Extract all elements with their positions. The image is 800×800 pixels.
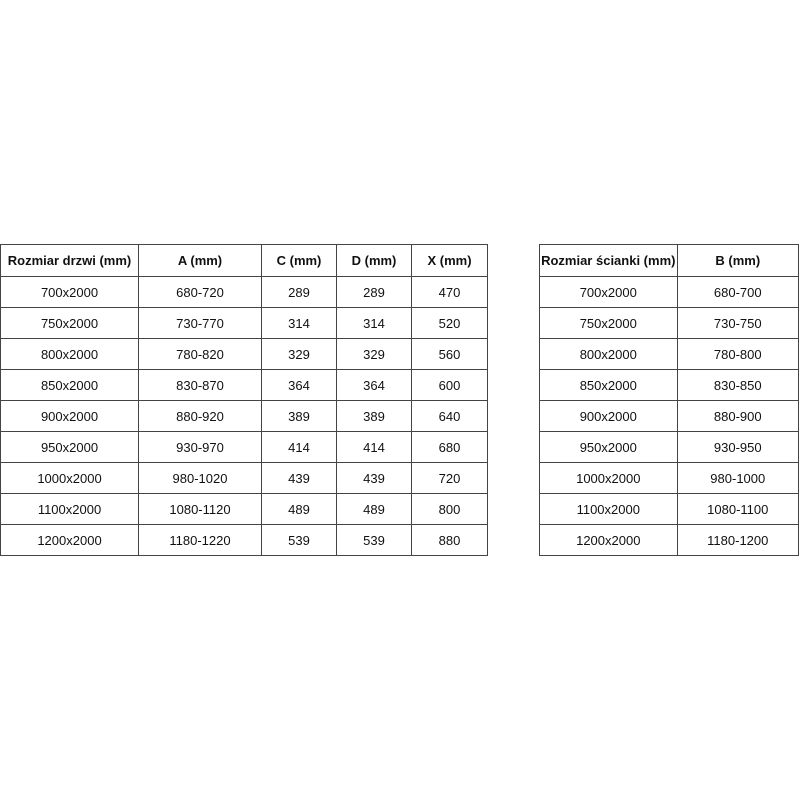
table-row: 1000x2000 980-1000 <box>539 462 800 494</box>
door-size-table: Rozmiar drzwi (mm) A (mm) C (mm) D (mm) X (m… <box>0 244 488 556</box>
table-cell: 950x2000 <box>539 431 678 463</box>
table-cell: 1000x2000 <box>539 462 678 494</box>
table-cell: 700x2000 <box>0 276 139 308</box>
table-cell: 1180-1200 <box>676 524 800 556</box>
table-cell: 800x2000 <box>539 338 678 370</box>
table-cell: 1200x2000 <box>539 524 678 556</box>
table-cell: 364 <box>261 369 337 401</box>
column-header: D (mm) <box>336 244 412 277</box>
table-row: 850x2000 830-870 364 364 600 <box>0 369 488 401</box>
column-header: C (mm) <box>261 244 337 277</box>
column-header: B (mm) <box>676 244 800 277</box>
column-header: Rozmiar drzwi (mm) <box>0 244 139 277</box>
table-row: 700x2000 680-720 289 289 470 <box>0 276 488 308</box>
table-cell: 730-750 <box>676 307 800 339</box>
table-cell: 880 <box>411 524 488 556</box>
table-cell: 1180-1220 <box>138 524 262 556</box>
table-cell: 830-850 <box>676 369 800 401</box>
table-row: 900x2000 880-920 389 389 640 <box>0 400 488 432</box>
table-cell: 800x2000 <box>0 338 139 370</box>
table-cell: 489 <box>336 493 412 525</box>
table-row: 1200x2000 1180-1200 <box>539 524 800 556</box>
table-row: 1000x2000 980-1020 439 439 720 <box>0 462 488 494</box>
table-row: 950x2000 930-970 414 414 680 <box>0 431 488 463</box>
table-cell: 830-870 <box>138 369 262 401</box>
table-cell: 680-720 <box>138 276 262 308</box>
table-cell: 439 <box>261 462 337 494</box>
table-cell: 489 <box>261 493 337 525</box>
header-row: Rozmiar drzwi (mm) A (mm) C (mm) D (mm) X (m… <box>0 244 488 277</box>
table-cell: 1080-1120 <box>138 493 262 525</box>
table-cell: 980-1000 <box>676 462 800 494</box>
wall-size-table: Rozmiar ścianki (mm) B (mm) 700x2000 680-7… <box>539 244 800 556</box>
table-row: 950x2000 930-950 <box>539 431 800 463</box>
table-cell: 539 <box>261 524 337 556</box>
table-cell: 414 <box>261 431 337 463</box>
table-cell: 680-700 <box>676 276 800 308</box>
table-cell: 930-950 <box>676 431 800 463</box>
table-cell: 1080-1100 <box>676 493 800 525</box>
table-row: 800x2000 780-820 329 329 560 <box>0 338 488 370</box>
table-cell: 850x2000 <box>0 369 139 401</box>
table-cell: 414 <box>336 431 412 463</box>
table-row: 750x2000 730-750 <box>539 307 800 339</box>
column-header: Rozmiar ścianki (mm) <box>539 244 678 277</box>
table-row: 800x2000 780-800 <box>539 338 800 370</box>
table-row: 1100x2000 1080-1120 489 489 800 <box>0 493 488 525</box>
column-header: X (mm) <box>411 244 488 277</box>
table-cell: 720 <box>411 462 488 494</box>
table-row: 1100x2000 1080-1100 <box>539 493 800 525</box>
table-row: 700x2000 680-700 <box>539 276 800 308</box>
table-cell: 1000x2000 <box>0 462 139 494</box>
table-cell: 850x2000 <box>539 369 678 401</box>
table-cell: 329 <box>261 338 337 370</box>
table-row: 850x2000 830-850 <box>539 369 800 401</box>
table-cell: 289 <box>261 276 337 308</box>
table-cell: 329 <box>336 338 412 370</box>
table-cell: 730-770 <box>138 307 262 339</box>
table-cell: 680 <box>411 431 488 463</box>
table-cell: 750x2000 <box>0 307 139 339</box>
table-cell: 950x2000 <box>0 431 139 463</box>
table-cell: 439 <box>336 462 412 494</box>
table-cell: 1100x2000 <box>0 493 139 525</box>
table-cell: 539 <box>336 524 412 556</box>
table-cell: 640 <box>411 400 488 432</box>
table-row: 750x2000 730-770 314 314 520 <box>0 307 488 339</box>
table-cell: 389 <box>336 400 412 432</box>
table-cell: 780-820 <box>138 338 262 370</box>
table-cell: 900x2000 <box>539 400 678 432</box>
table-cell: 520 <box>411 307 488 339</box>
table-cell: 314 <box>336 307 412 339</box>
table-cell: 314 <box>261 307 337 339</box>
table-cell: 880-900 <box>676 400 800 432</box>
table-cell: 750x2000 <box>539 307 678 339</box>
table-cell: 700x2000 <box>539 276 678 308</box>
table-cell: 930-970 <box>138 431 262 463</box>
table-cell: 1100x2000 <box>539 493 678 525</box>
table-cell: 389 <box>261 400 337 432</box>
table-cell: 600 <box>411 369 488 401</box>
table-cell: 980-1020 <box>138 462 262 494</box>
table-cell: 560 <box>411 338 488 370</box>
table-cell: 289 <box>336 276 412 308</box>
header-row: Rozmiar ścianki (mm) B (mm) <box>539 244 800 277</box>
table-cell: 900x2000 <box>0 400 139 432</box>
table-cell: 1200x2000 <box>0 524 139 556</box>
table-row: 1200x2000 1180-1220 539 539 880 <box>0 524 488 556</box>
table-cell: 780-800 <box>676 338 800 370</box>
table-cell: 470 <box>411 276 488 308</box>
table-cell: 364 <box>336 369 412 401</box>
table-cell: 800 <box>411 493 488 525</box>
table-row: 900x2000 880-900 <box>539 400 800 432</box>
table-cell: 880-920 <box>138 400 262 432</box>
column-header: A (mm) <box>138 244 262 277</box>
